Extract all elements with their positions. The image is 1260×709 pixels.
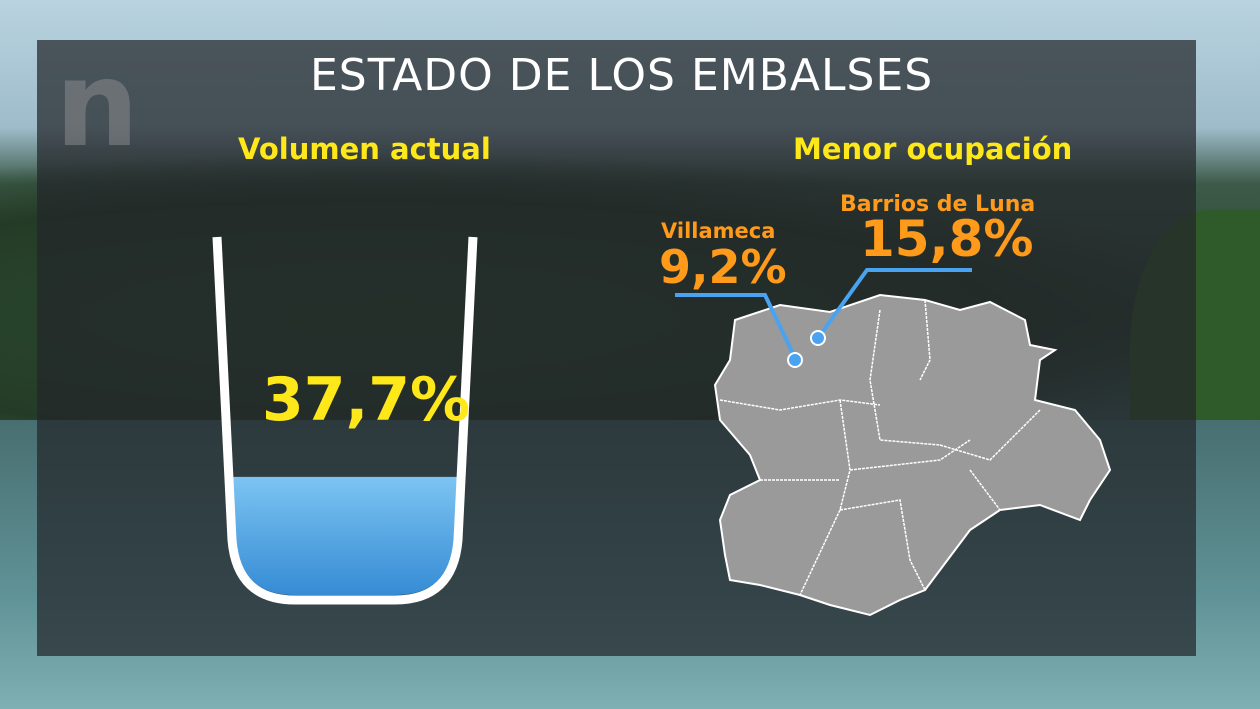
barrios-name: Barrios de Luna <box>840 192 1036 217</box>
volume-subtitle: Volumen actual <box>238 132 491 166</box>
lowest-subtitle: Menor ocupación <box>793 132 1073 166</box>
channel-logo: n <box>55 35 140 173</box>
villameca-value: 9,2% <box>659 240 787 294</box>
barrios-value: 15,8% <box>860 210 1034 268</box>
page-title: ESTADO DE LOS EMBALSES <box>310 50 934 101</box>
barrios-marker <box>810 330 826 346</box>
villameca-name: Villameca <box>661 219 776 243</box>
glass-outline <box>212 236 478 605</box>
map-outline <box>713 293 1112 617</box>
villameca-marker <box>787 352 803 368</box>
province-borders <box>719 299 1041 596</box>
volume-percent: 37,7% <box>262 365 471 435</box>
villameca-leader-line <box>675 293 797 359</box>
barrios-leader-line <box>816 268 972 340</box>
water-level-fill <box>220 476 470 595</box>
